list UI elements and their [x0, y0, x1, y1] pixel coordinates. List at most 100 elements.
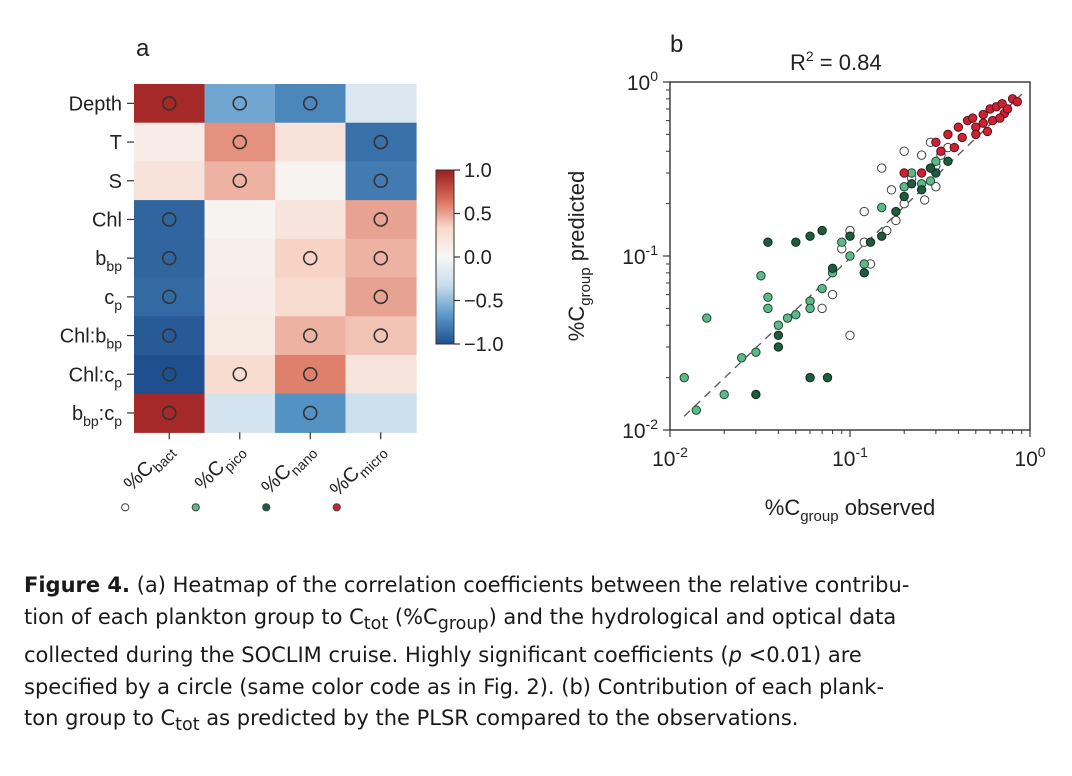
data-point: [943, 156, 953, 167]
figure-caption: Figure 4. (a) Heatmap of the correlation…: [24, 570, 1054, 742]
significance-circle: [232, 173, 248, 189]
heatmap-cell: [275, 354, 347, 395]
figure-4: a Depth TS Chl bbp cp Chl:bbp Chl:cp bbp:cp %Cb…: [60, 31, 1046, 525]
x-tick-label: 10-2: [652, 444, 688, 471]
data-point: [931, 137, 941, 148]
r-squared-title: R2 = 0.84: [790, 48, 882, 75]
group-color-marker: [262, 503, 271, 512]
data-point: [805, 372, 815, 383]
data-point: [943, 129, 953, 140]
heatmap-cell: [275, 84, 347, 124]
heatmap-cell: [345, 393, 417, 433]
data-point: [899, 146, 909, 156]
data-point: [845, 330, 855, 341]
caption-line-1: Figure 4. (a) Heatmap of the correlation…: [24, 573, 910, 597]
series-cnano: [751, 156, 953, 400]
row-label: T: [110, 132, 122, 154]
heatmap-cell: [204, 316, 276, 356]
data-point: [916, 168, 927, 178]
heatmap-cell: [275, 277, 347, 317]
significance-circle: [373, 289, 389, 305]
significance-circle: [302, 405, 318, 421]
data-point: [967, 113, 978, 123]
data-point: [899, 191, 909, 202]
significance-circle: [161, 328, 177, 343]
heatmap-cell: [275, 200, 347, 240]
data-point: [859, 268, 869, 278]
data-point: [931, 156, 941, 167]
heatmap-cell: [275, 238, 347, 279]
row-label: cp: [104, 287, 122, 313]
data-point: [805, 303, 815, 314]
significance-circle: [373, 173, 389, 189]
column-label: %Cbact: [120, 438, 180, 498]
heatmap-cell: [204, 238, 276, 279]
data-point: [845, 231, 855, 241]
data-point: [827, 289, 838, 300]
row-label: bbp: [95, 248, 122, 274]
data-point: [691, 405, 702, 415]
panel-b-label: b: [670, 31, 683, 58]
heatmap-cell: [345, 316, 417, 356]
data-point: [791, 309, 801, 320]
significance-circle: [232, 366, 248, 382]
heatmap-panel: a Depth TS Chl bbp cp Chl:bbp Chl:cp bbp:cp %Cb…: [60, 35, 503, 512]
heatmap-cell: [134, 277, 206, 317]
significance-circle: [302, 366, 318, 382]
heatmap-cell: [204, 161, 276, 201]
colorbar-tick-label: −0.5: [464, 291, 503, 313]
colorbar-tick-label: 0.5: [464, 204, 492, 226]
data-point: [886, 185, 897, 195]
caption-figure-label: Figure 4.: [24, 573, 131, 597]
significance-circle: [161, 289, 177, 305]
heatmap-cell: [134, 161, 206, 201]
heatmap-cell: [134, 316, 206, 356]
data-point: [953, 122, 964, 132]
significance-circle: [161, 212, 177, 227]
group-color-marker: [121, 503, 130, 512]
significance-circle: [302, 96, 318, 111]
heatmap-cell: [134, 84, 206, 124]
row-label: S: [109, 171, 122, 193]
data-point: [736, 353, 747, 363]
data-point: [782, 313, 793, 323]
heatmap-cell: [204, 122, 276, 162]
data-point: [817, 283, 827, 294]
data-point: [876, 163, 887, 173]
x-tick-label: 10-1: [832, 444, 868, 471]
axis-ticks: 10-2 10-1 100 10-2 10-1 100: [622, 68, 1046, 471]
caption-line-5: ton group to Ctot as predicted by the PL…: [24, 706, 799, 736]
data-point: [919, 195, 930, 205]
fit-line: [683, 93, 1023, 417]
series-cmicro: [899, 94, 1022, 178]
row-label: Chl: [92, 209, 122, 231]
reference-line: [683, 93, 1023, 417]
heatmap-cell: [204, 84, 276, 124]
data-point: [719, 389, 729, 400]
data-point: [827, 263, 838, 273]
heatmap-cell: [134, 354, 206, 395]
heatmap-cells: [134, 84, 417, 433]
significance-circle: [302, 328, 318, 343]
panel-a-label: a: [136, 35, 150, 62]
heatmap-cell: [275, 122, 347, 162]
data-point: [751, 347, 761, 357]
row-label: Chl:cp: [69, 364, 123, 390]
group-color-marker: [332, 503, 341, 512]
data-point: [763, 237, 773, 247]
data-point: [859, 206, 869, 217]
data-point: [899, 168, 909, 178]
heatmap-cell: [345, 277, 417, 317]
row-label: Chl:bbp: [60, 326, 122, 352]
data-point: [837, 237, 847, 247]
data-point: [1012, 97, 1022, 107]
heatmap-cell: [345, 161, 417, 201]
data-point: [805, 231, 815, 241]
x-tick-label: 100: [1014, 444, 1045, 471]
data-point: [876, 202, 887, 213]
caption-line-3: collected during the SOCLIM cruise. High…: [24, 643, 862, 668]
significance-circle: [232, 134, 248, 150]
data-point: [817, 303, 827, 314]
heatmap-row-labels: Depth TS Chl bbp cp Chl:bbp Chl:cp bbp:cp: [60, 93, 134, 429]
colorbar-tick-label: 0.0: [464, 247, 492, 269]
